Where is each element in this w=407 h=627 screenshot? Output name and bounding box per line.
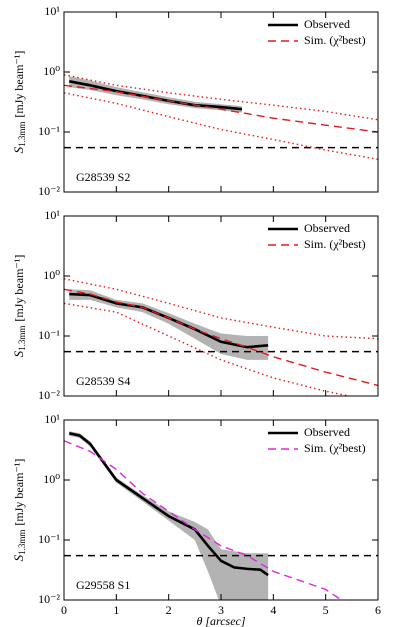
- series-line: [64, 84, 378, 133]
- legend-label: Sim. (χ²best): [304, 237, 366, 251]
- series-line: [64, 74, 378, 121]
- y-label-subscript: 1.3mm: [17, 326, 27, 351]
- legend-label: Observed: [304, 17, 350, 31]
- series-line: [68, 432, 269, 577]
- y-label-symbol: S: [11, 350, 26, 357]
- y-tick-label: 10⁻¹: [38, 328, 60, 342]
- plot-area: [64, 431, 378, 600]
- series-line: [64, 92, 378, 161]
- y-label-subscript: 1.3mm: [17, 530, 27, 555]
- x-tick-label: 2: [166, 603, 172, 617]
- panel: 10⁻² 10⁻¹ 10⁰ 10¹ G28539 S2 S1.3mm [mJy beam⁻¹…: [11, 4, 379, 198]
- y-tick-label: 10⁰: [43, 64, 60, 78]
- annotation: G29558 S1: [76, 578, 130, 592]
- legend-label: Sim. (χ²best): [304, 441, 366, 455]
- y-tick-label: 10⁰: [43, 268, 60, 282]
- annotation: G28539 S2: [76, 170, 130, 184]
- y-label-unit: [mJy beam⁻¹]: [12, 255, 26, 322]
- y-axis-label: S1.3mm [mJy beam⁻¹]: [11, 459, 27, 562]
- panel: 10⁻² 10⁻¹ 10⁰ 10¹ 0 1 2 3 4 5 6 θ [arcsec] G29558 S1…: [11, 412, 381, 627]
- x-tick-label: 1: [113, 603, 119, 617]
- y-tick-label: 10¹: [44, 208, 60, 222]
- x-axis-label: θ [arcsec]: [196, 614, 245, 627]
- x-tick-label: 5: [323, 603, 329, 617]
- y-tick-label: 10¹: [44, 412, 60, 426]
- x-tick-label: 4: [270, 603, 276, 617]
- x-tick-label: 0: [61, 603, 67, 617]
- y-label-subscript: 1.3mm: [17, 122, 27, 147]
- legend-label: Observed: [304, 221, 350, 235]
- y-axis-label: S1.3mm [mJy beam⁻¹]: [11, 51, 27, 154]
- y-label-unit: [mJy beam⁻¹]: [12, 459, 26, 526]
- plot-area: [64, 74, 378, 161]
- y-tick-label: 10⁻¹: [38, 532, 60, 546]
- y-label-symbol: S: [11, 146, 26, 153]
- x-tick-label: 6: [375, 603, 381, 617]
- uncertainty-band: [69, 76, 242, 113]
- y-axis-label: S1.3mm [mJy beam⁻¹]: [11, 255, 27, 358]
- legend-label: Observed: [304, 425, 350, 439]
- y-tick-label: 10⁻¹: [38, 124, 60, 138]
- y-tick-label: 10⁻²: [38, 592, 60, 606]
- y-tick-label: 10¹: [44, 4, 60, 18]
- annotation: G28539 S4: [76, 374, 130, 388]
- y-tick-label: 10⁰: [43, 472, 60, 486]
- panel: 10⁻² 10⁻¹ 10⁰ 10¹ G28539 S4 S1.3mm [mJy beam⁻¹…: [11, 208, 379, 402]
- series-line: [64, 288, 378, 387]
- y-tick-label: 10⁻²: [38, 184, 60, 198]
- y-tick-label: 10⁻²: [38, 388, 60, 402]
- y-label-symbol: S: [11, 554, 26, 561]
- x-tick-label: 3: [218, 603, 224, 617]
- series-line: [64, 278, 378, 340]
- plot-area: [64, 278, 378, 396]
- uncertainty-band: [69, 289, 269, 360]
- series-line: [64, 440, 342, 600]
- legend-label: Sim. (χ²best): [304, 33, 366, 47]
- y-label-unit: [mJy beam⁻¹]: [12, 51, 26, 118]
